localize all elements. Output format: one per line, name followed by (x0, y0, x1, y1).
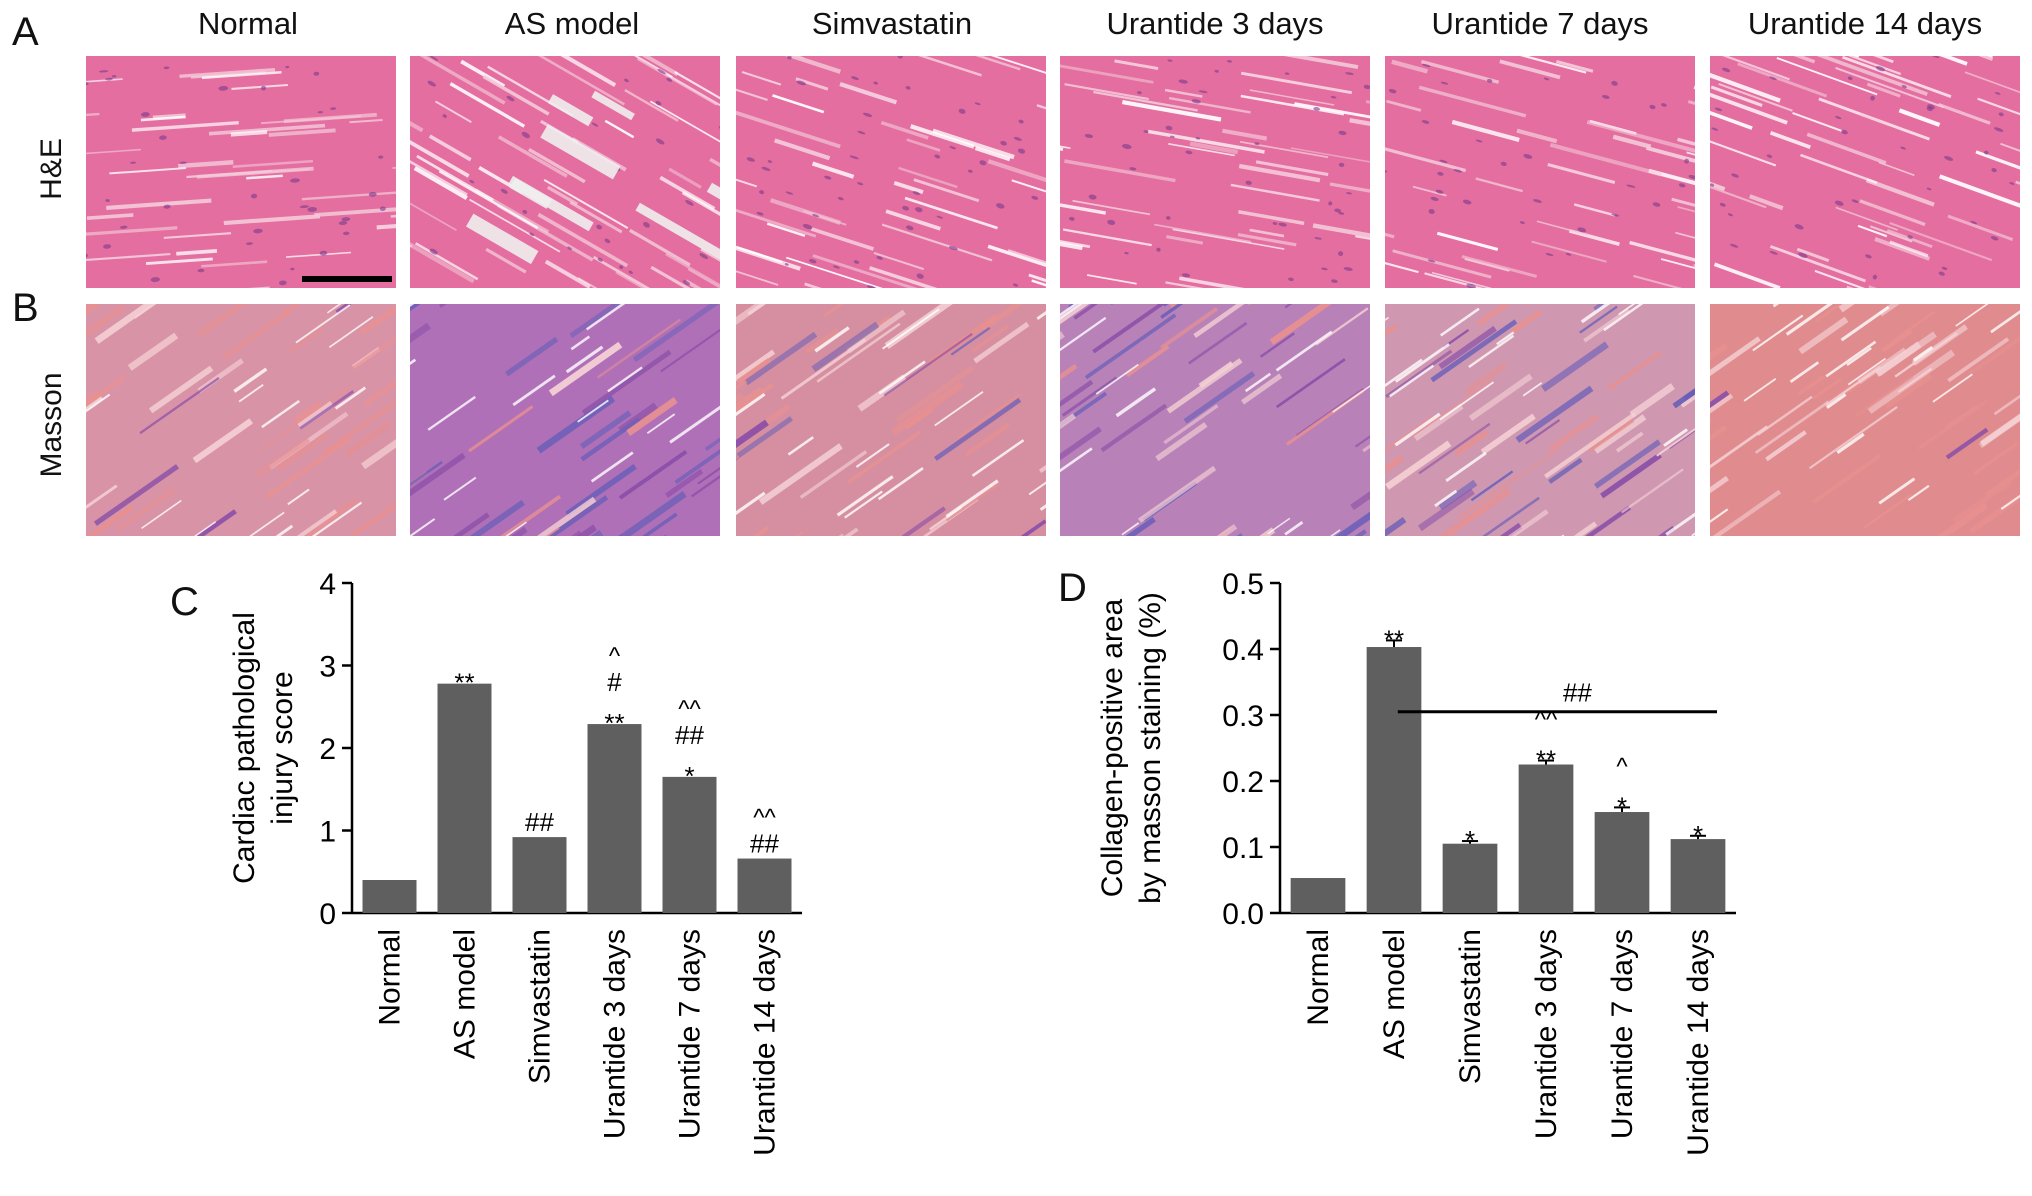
bar-chart-cardiac-injury: 0 1 2 3 4 Cardiac pathological injury score Nor… (228, 568, 802, 1156)
he-image-urantide-3-days (1060, 56, 1370, 288)
column-title-simvastatin: Simvastatin (811, 6, 973, 41)
panel-letter-b: B (12, 286, 39, 330)
masson-image-urantide-3-days (1060, 304, 1370, 536)
he-image-normal (86, 56, 396, 288)
chart-c-x-tick-label: Urantide 7 days (674, 929, 707, 1139)
chart-c-x-tick-label: Urantide 14 days (749, 929, 782, 1156)
he-image-simvastatin (736, 56, 1046, 288)
chart-d-significance-label: * (1693, 820, 1703, 850)
chart-c-bar (362, 880, 417, 913)
chart-c-y-label: Cardiac pathological (228, 612, 261, 884)
chart-c-significance-label: ** (604, 708, 624, 738)
chart-d-y-label: by masson staining (%) (1134, 592, 1167, 904)
chart-c-y-tick-label: 1 (319, 816, 336, 849)
chart-d-x-tick-label: Urantide 7 days (1606, 929, 1639, 1139)
chart-d-y-tick-label: 0.2 (1222, 766, 1264, 799)
chart-c-bar (737, 858, 792, 913)
chart-d-bar (1594, 812, 1650, 913)
chart-c-bar (662, 776, 717, 913)
chart-c-significance-label: # (607, 667, 622, 697)
masson-image-urantide-14-days (1710, 304, 2020, 536)
chart-c-y-tick-label: 3 (319, 651, 336, 684)
chart-d-bar (1366, 647, 1422, 913)
chart-c-significance-label: ## (750, 829, 779, 859)
chart-d-y-tick-label: 0.5 (1222, 568, 1264, 601)
chart-d-x-tick-label: Normal (1302, 929, 1335, 1026)
chart-d-y-tick-label: 0.0 (1222, 898, 1264, 931)
column-title-urantide-3-days: Urantide 3 days (1106, 6, 1324, 41)
chart-c-significance-label: ^ (609, 643, 621, 670)
chart-d-y-tick-label: 0.4 (1222, 634, 1264, 667)
chart-c-significance-label: ## (675, 720, 704, 750)
column-title-urantide-14-days: Urantide 14 days (1747, 6, 1983, 41)
chart-c-y-tick-label: 4 (319, 568, 336, 601)
masson-image-urantide-7-days (1385, 304, 1695, 536)
chart-d-bracket-label: ## (1563, 678, 1592, 708)
chart-d-bar (1442, 843, 1498, 913)
chart-c-bar (512, 837, 567, 913)
chart-c-x-tick-label: AS model (449, 929, 482, 1059)
chart-d-bar (1670, 839, 1726, 913)
masson-image-as-model (410, 304, 720, 536)
chart-d-significance-label: * (1465, 825, 1475, 855)
chart-c-significance-label: ## (525, 807, 554, 837)
scale-bar (302, 276, 392, 282)
chart-c-x-tick-label: Urantide 3 days (599, 929, 632, 1139)
chart-d-bar (1290, 878, 1346, 913)
chart-c-y-tick-label: 2 (319, 733, 336, 766)
chart-d-bar (1518, 764, 1574, 913)
chart-c-x-tick-label: Normal (374, 929, 407, 1026)
column-title-as-model: AS model (504, 6, 640, 41)
chart-c-significance-label: ^^ (678, 696, 701, 723)
chart-c-bar (437, 683, 492, 913)
he-image-as-model (410, 56, 720, 288)
chart-d-significance-label: ** (1384, 624, 1404, 654)
chart-d-y-label: Collagen-positive area (1096, 598, 1129, 897)
chart-c-significance-label: * (684, 761, 694, 791)
masson-image-normal (86, 304, 396, 536)
he-image-urantide-7-days (1385, 56, 1695, 288)
masson-image-simvastatin (736, 304, 1046, 536)
chart-d-x-tick-label: Simvastatin (1454, 929, 1487, 1084)
chart-d-significance-label: ^^ (1535, 707, 1558, 734)
chart-c-significance-label: ** (454, 668, 474, 698)
chart-d-significance-label: ** (1536, 745, 1556, 775)
chart-d-x-tick-label: Urantide 3 days (1530, 929, 1563, 1139)
panel-letter-c: C (170, 580, 199, 624)
panel-letter-d: D (1058, 566, 1087, 610)
chart-c-bar (587, 724, 642, 913)
column-title-urantide-7-days: Urantide 7 days (1431, 6, 1649, 41)
chart-d-y-tick-label: 0.1 (1222, 832, 1264, 865)
chart-c-y-tick-label: 0 (319, 898, 336, 931)
he-image-urantide-14-days (1710, 56, 2020, 288)
chart-d-x-tick-label: AS model (1378, 929, 1411, 1059)
chart-c-y-label: injury score (266, 671, 299, 824)
chart-c-significance-label: ^^ (753, 805, 776, 832)
chart-d-significance-label: ^ (1616, 753, 1628, 780)
chart-d-significance-label: * (1617, 791, 1627, 821)
column-title-normal: Normal (198, 6, 298, 41)
panel-letter-a: A (12, 10, 39, 54)
chart-d-x-tick-label: Urantide 14 days (1682, 929, 1715, 1156)
chart-c-x-tick-label: Simvastatin (524, 929, 557, 1084)
chart-d-y-tick-label: 0.3 (1222, 700, 1264, 733)
